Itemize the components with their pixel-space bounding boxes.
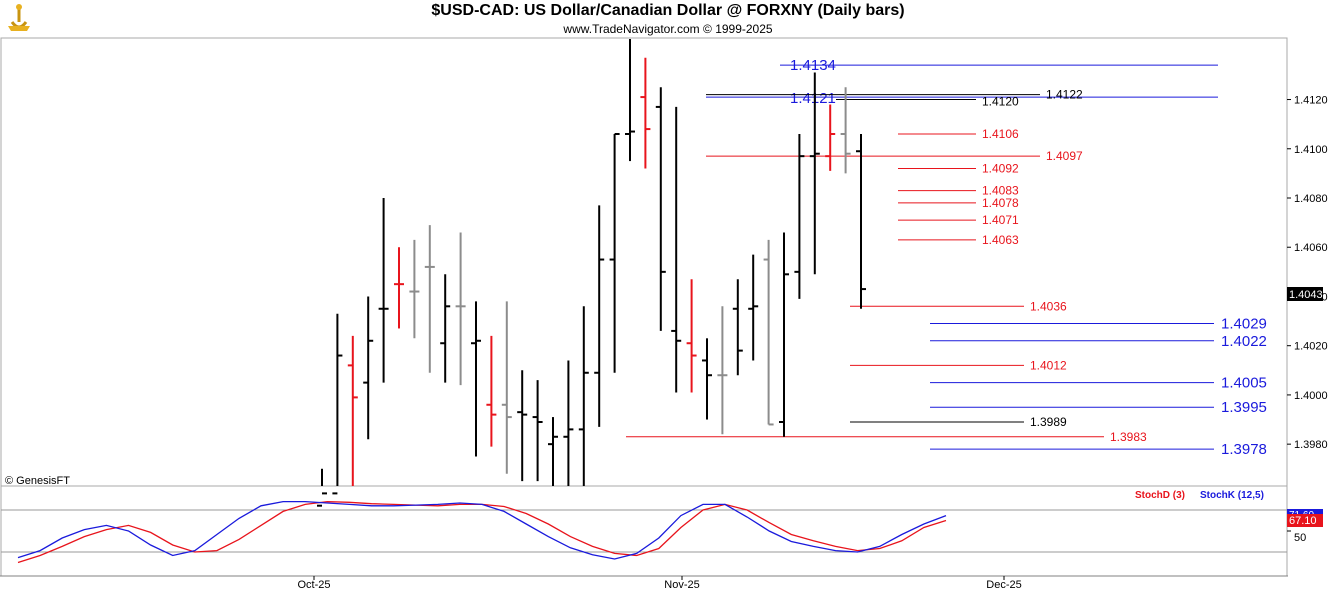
price-tick-label: 1.4020	[1294, 341, 1328, 353]
fibonacci-levels: 1.4134 1.4121 1.4120 1.4122 1.4106 1.4097 1.40…	[626, 57, 1267, 458]
level-label: 1.3989	[1030, 415, 1067, 429]
level-label: 1.4036	[1030, 299, 1067, 313]
level-label: 1.4097	[1046, 149, 1083, 163]
level-label: 1.4120	[982, 95, 1019, 109]
level-label: 1.3983	[1110, 430, 1147, 444]
price-tick-label: 1.4100	[1294, 144, 1328, 156]
level-label: 1.4063	[982, 233, 1019, 247]
time-axis: Oct-25 Nov-25 Dec-25	[297, 576, 1022, 591]
stochastic-lines	[1, 500, 1291, 564]
stochastic-pane-frame	[0, 485, 1288, 577]
level-label: 1.3995	[1221, 399, 1267, 416]
stochd-readout: 67.10	[1289, 515, 1317, 527]
level-label: 1.4029	[1221, 316, 1267, 333]
level-label: 1.4083	[982, 184, 1019, 198]
last-price-label: 1.4043	[1289, 289, 1323, 301]
stochd-readout-badge	[1287, 514, 1323, 527]
price-bars	[317, 39, 866, 507]
price-tick-label: 1.4060	[1294, 242, 1328, 254]
level-label: 1.4005	[1221, 375, 1267, 392]
copyright-label: © GenesisFT	[5, 475, 70, 487]
price-tick-label: 1.4120	[1294, 95, 1328, 107]
level-label: 1.4022	[1221, 333, 1267, 350]
price-axis: 1.39801.40001.40201.40401.40601.40801.41…	[1287, 95, 1328, 451]
stoch-tick-50: 50	[1294, 532, 1306, 544]
level-label: 1.4012	[1030, 358, 1067, 372]
price-tick-label: 1.3980	[1294, 439, 1328, 451]
price-tick-label: 1.4000	[1294, 390, 1328, 402]
price-pane-frame	[0, 37, 1288, 487]
time-tick-label: Oct-25	[297, 579, 330, 591]
level-label: 1.4078	[982, 196, 1019, 210]
time-tick-label: Dec-25	[986, 579, 1021, 591]
level-label: 1.4092	[982, 161, 1019, 175]
chart-title: $USD-CAD: US Dollar/Canadian Dollar @ FO…	[431, 2, 905, 19]
stochd-line	[17, 500, 947, 564]
level-label: 1.4121	[790, 90, 836, 107]
stochk-legend: StochK (12,5)	[1200, 490, 1264, 501]
level-label: 1.4134	[790, 57, 836, 74]
chart-subtitle: www.TradeNavigator.com © 1999-2025	[563, 22, 773, 36]
level-label: 1.4071	[982, 213, 1019, 227]
stochk-line	[17, 500, 947, 560]
level-label: 1.4106	[982, 127, 1019, 141]
stochd-legend: StochD (3)	[1135, 490, 1185, 501]
chart-header: $USD-CAD: US Dollar/Canadian Dollar @ FO…	[0, 0, 1336, 38]
price-tick-label: 1.4080	[1294, 193, 1328, 205]
time-tick-label: Nov-25	[664, 579, 699, 591]
trade-navigator-logo-icon	[2, 2, 36, 34]
level-label: 1.4122	[1046, 88, 1083, 102]
last-price-badge	[1287, 287, 1323, 301]
level-label: 1.3978	[1221, 441, 1267, 458]
